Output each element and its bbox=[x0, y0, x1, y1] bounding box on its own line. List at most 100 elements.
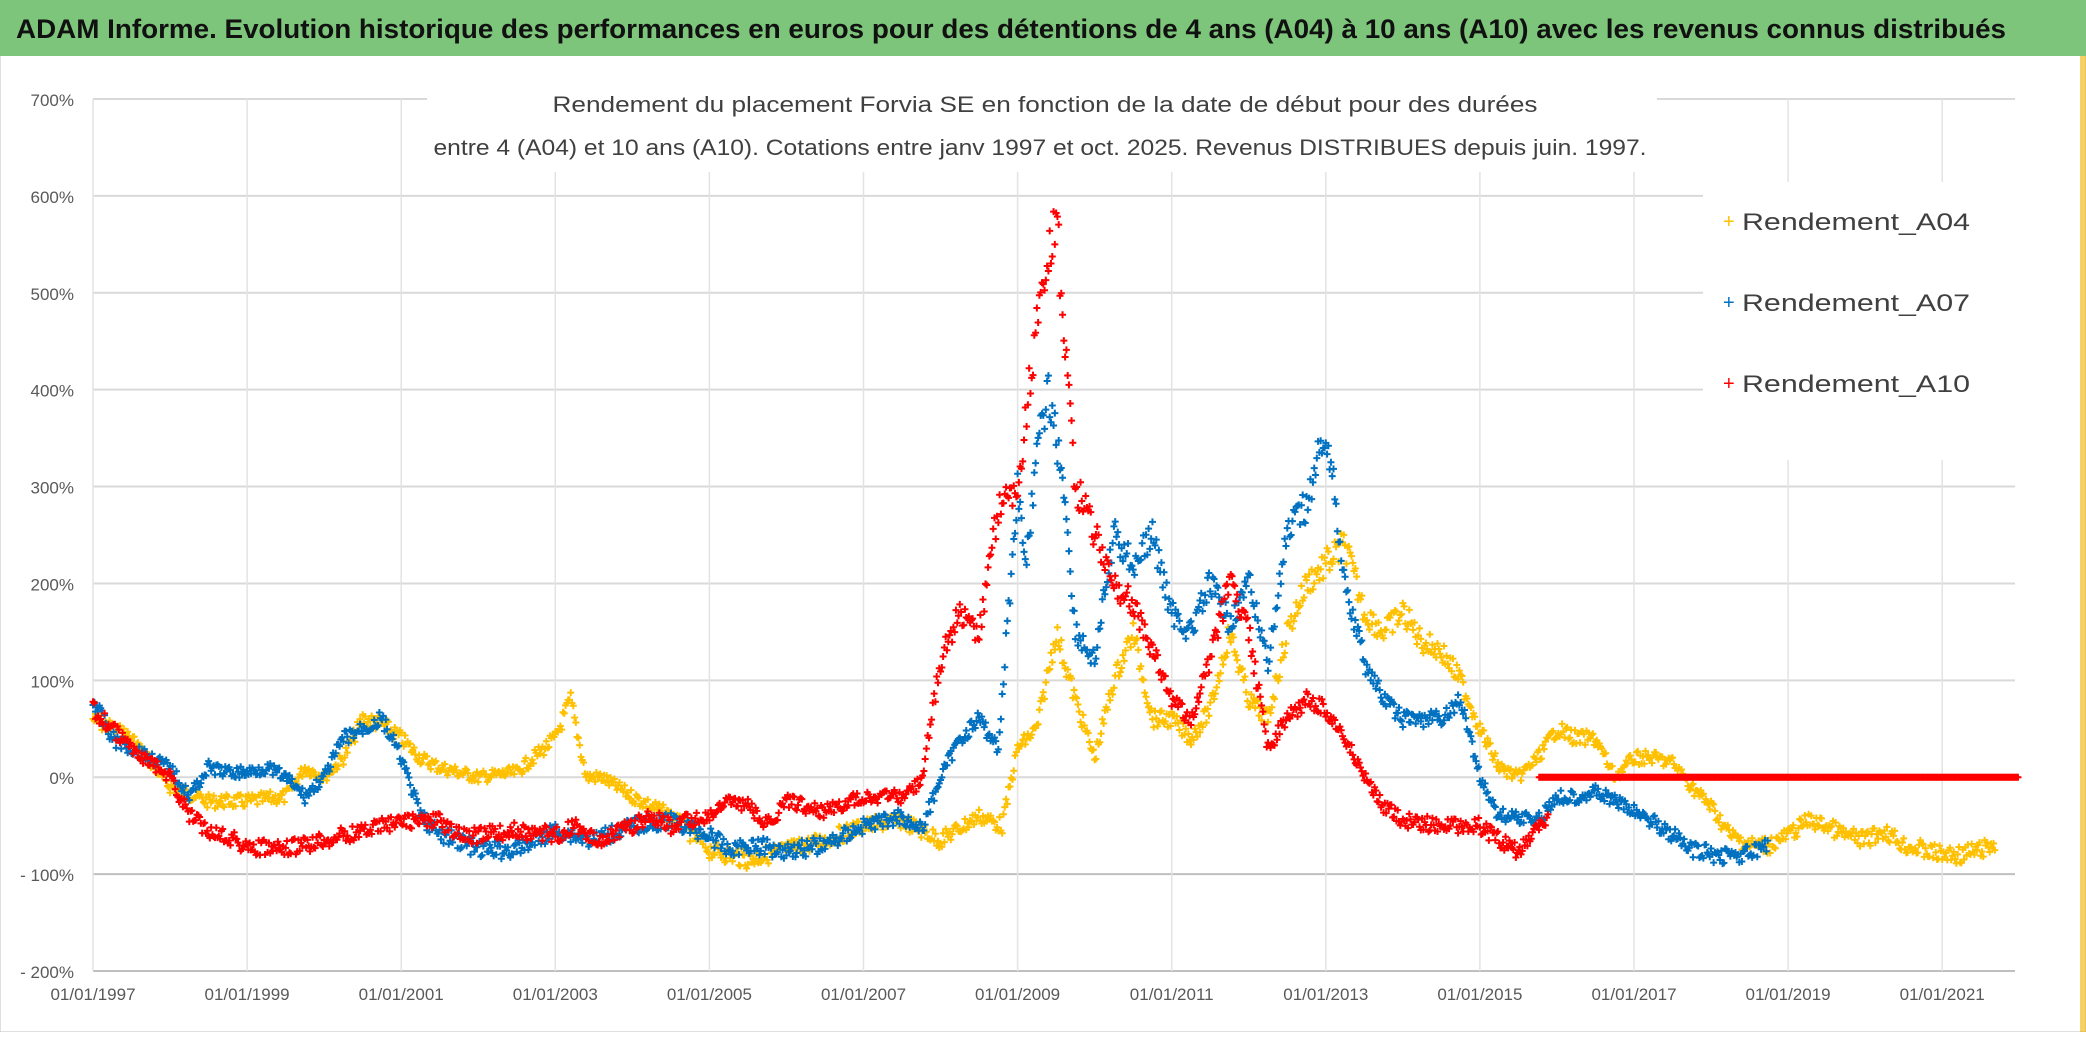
data-point bbox=[1970, 851, 1978, 859]
data-point bbox=[298, 772, 306, 780]
data-point bbox=[1196, 728, 1204, 736]
data-point bbox=[1486, 739, 1494, 747]
data-point bbox=[1986, 848, 1994, 856]
data-point bbox=[214, 803, 222, 811]
data-point bbox=[1973, 846, 1981, 854]
data-point bbox=[451, 763, 459, 771]
data-point bbox=[1187, 741, 1195, 749]
data-point bbox=[1046, 665, 1054, 673]
data-point bbox=[1880, 827, 1888, 835]
data-point bbox=[1365, 625, 1373, 633]
data-point bbox=[441, 760, 449, 768]
y-tick-label: 300% bbox=[31, 479, 74, 498]
data-point bbox=[1374, 619, 1382, 627]
data-point bbox=[1444, 660, 1452, 668]
data-point bbox=[1626, 751, 1634, 759]
x-axis-labels: 01/01/1997 01/01/1999 01/01/2001 01/01/2003… bbox=[50, 985, 1984, 1004]
data-point bbox=[1588, 731, 1596, 739]
data-point bbox=[1297, 582, 1305, 590]
data-point bbox=[1394, 620, 1402, 628]
data-point bbox=[333, 765, 341, 773]
data-point bbox=[1434, 640, 1442, 648]
data-point bbox=[1133, 634, 1141, 642]
data-point bbox=[1267, 709, 1275, 717]
x-tick-label: 01/01/2013 bbox=[1283, 985, 1368, 1004]
data-point bbox=[1735, 837, 1743, 845]
data-point bbox=[1856, 842, 1864, 850]
data-point bbox=[1056, 645, 1064, 653]
data-point bbox=[709, 850, 717, 858]
data-point bbox=[1210, 695, 1218, 703]
data-point bbox=[1184, 730, 1192, 738]
data-point bbox=[423, 752, 431, 760]
data-point bbox=[1403, 625, 1411, 633]
data-point bbox=[1978, 848, 1986, 856]
data-point bbox=[140, 745, 148, 753]
header-bar bbox=[0, 0, 2086, 56]
data-point bbox=[659, 801, 667, 809]
data-point bbox=[275, 795, 283, 803]
data-point bbox=[241, 802, 249, 810]
data-point bbox=[1121, 646, 1129, 654]
legend: + Rendement_A04 + Rendement_A07 + Rendem… bbox=[1703, 182, 2015, 460]
data-point bbox=[1079, 711, 1087, 719]
data-point bbox=[1563, 723, 1571, 731]
data-point bbox=[1864, 827, 1872, 835]
data-point bbox=[1008, 776, 1016, 784]
data-point bbox=[1440, 642, 1448, 650]
data-point bbox=[1254, 697, 1262, 705]
data-point bbox=[187, 788, 195, 796]
data-point bbox=[965, 823, 973, 831]
data-point bbox=[651, 798, 659, 806]
data-point bbox=[635, 794, 643, 802]
data-point bbox=[1687, 785, 1694, 793]
x-tick-label: 01/01/2009 bbox=[975, 985, 1060, 1004]
data-point bbox=[1317, 565, 1325, 573]
data-point bbox=[130, 733, 138, 741]
data-point bbox=[1716, 811, 1724, 819]
x-tick-label: 01/01/2011 bbox=[1130, 985, 1214, 1004]
data-point bbox=[1398, 610, 1406, 618]
data-point bbox=[1313, 570, 1321, 578]
data-point bbox=[343, 749, 351, 757]
data-point bbox=[1891, 827, 1899, 835]
data-point bbox=[1110, 684, 1118, 692]
data-point bbox=[1055, 642, 1063, 650]
data-point bbox=[1453, 661, 1461, 669]
data-point bbox=[1416, 624, 1424, 632]
data-point bbox=[1443, 652, 1451, 660]
data-point bbox=[134, 739, 142, 747]
data-point bbox=[1419, 649, 1427, 657]
data-point bbox=[1353, 573, 1361, 581]
data-point bbox=[1508, 774, 1516, 782]
data-point bbox=[1173, 712, 1181, 720]
data-point bbox=[1494, 758, 1502, 766]
x-tick-label: 01/01/2015 bbox=[1437, 985, 1522, 1004]
data-point bbox=[1532, 758, 1540, 766]
data-point bbox=[750, 860, 758, 868]
data-point bbox=[522, 754, 530, 762]
data-point bbox=[1116, 668, 1124, 676]
data-point bbox=[1324, 548, 1332, 556]
data-point bbox=[1990, 839, 1998, 847]
data-point bbox=[931, 830, 939, 838]
data-point bbox=[953, 822, 961, 830]
data-point bbox=[1562, 725, 1570, 733]
data-point bbox=[744, 860, 752, 868]
data-point bbox=[1426, 630, 1434, 638]
data-point bbox=[351, 738, 359, 746]
data-point bbox=[342, 744, 350, 752]
data-point bbox=[519, 768, 527, 776]
series-a10-flat bbox=[1535, 773, 2022, 781]
data-point bbox=[1092, 755, 1100, 763]
data-point bbox=[1075, 708, 1083, 716]
data-point bbox=[1413, 640, 1421, 648]
data-point bbox=[1783, 829, 1791, 837]
data-point bbox=[1349, 559, 1357, 567]
data-point bbox=[1889, 832, 1897, 840]
data-point bbox=[571, 714, 579, 722]
data-point bbox=[1797, 816, 1805, 824]
legend-label-a07: Rendement_A07 bbox=[1742, 290, 1970, 317]
data-point bbox=[1748, 834, 1756, 842]
data-point bbox=[1855, 832, 1863, 840]
